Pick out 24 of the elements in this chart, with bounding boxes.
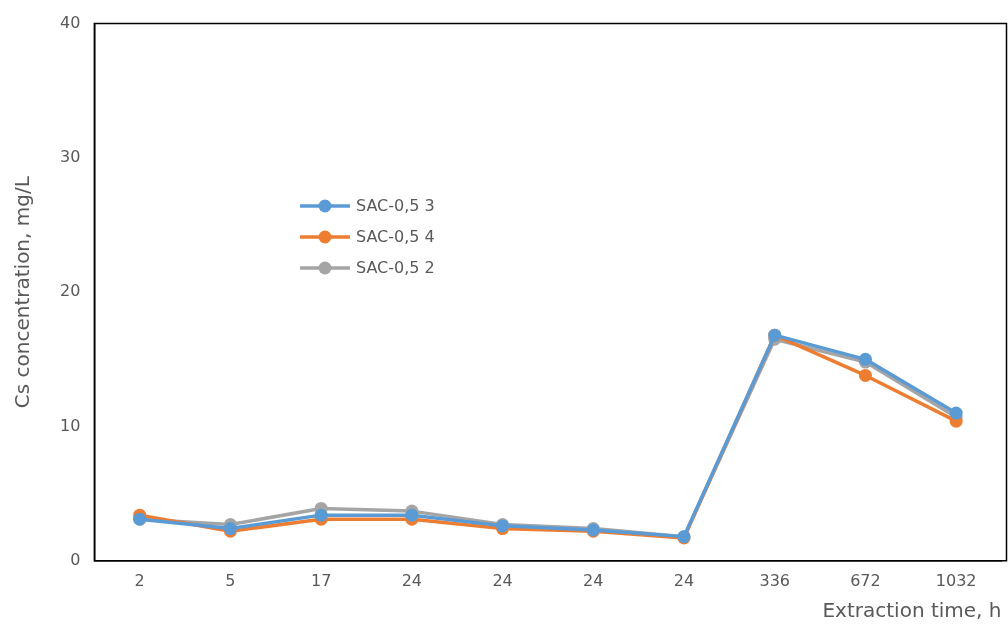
legend-label: SAC-0,5 2 — [356, 258, 435, 277]
x-tick-label: 24 — [492, 570, 513, 590]
x-tick-label: 5 — [225, 570, 236, 590]
point — [314, 508, 328, 522]
x-tick-label: 336 — [759, 570, 790, 590]
x-tick-label: 672 — [850, 570, 881, 590]
legend-label: SAC-0,5 3 — [356, 196, 435, 215]
point — [858, 368, 872, 382]
point — [405, 508, 419, 522]
y-tick-label: 40 — [60, 12, 81, 32]
y-axis-title: Cs concentration, mg/L — [10, 175, 35, 409]
x-tick-label: 24 — [401, 570, 423, 590]
x-tick-label: 24 — [673, 570, 695, 590]
y-tick-label: 0 — [70, 549, 81, 569]
legend-label: SAC-0,5 4 — [356, 227, 435, 246]
x-axis-title: Extraction time, h — [822, 598, 1002, 623]
x-tick-label: 24 — [583, 570, 604, 590]
x-tick-label: 2 — [134, 570, 145, 590]
point — [949, 406, 963, 420]
y-tick-label: 30 — [60, 147, 81, 167]
x-tick-label: 1032 — [935, 570, 977, 590]
y-tick-label: 10 — [60, 415, 81, 435]
y-tick-label: 20 — [60, 281, 81, 301]
x-tick-label: 17 — [310, 570, 332, 590]
